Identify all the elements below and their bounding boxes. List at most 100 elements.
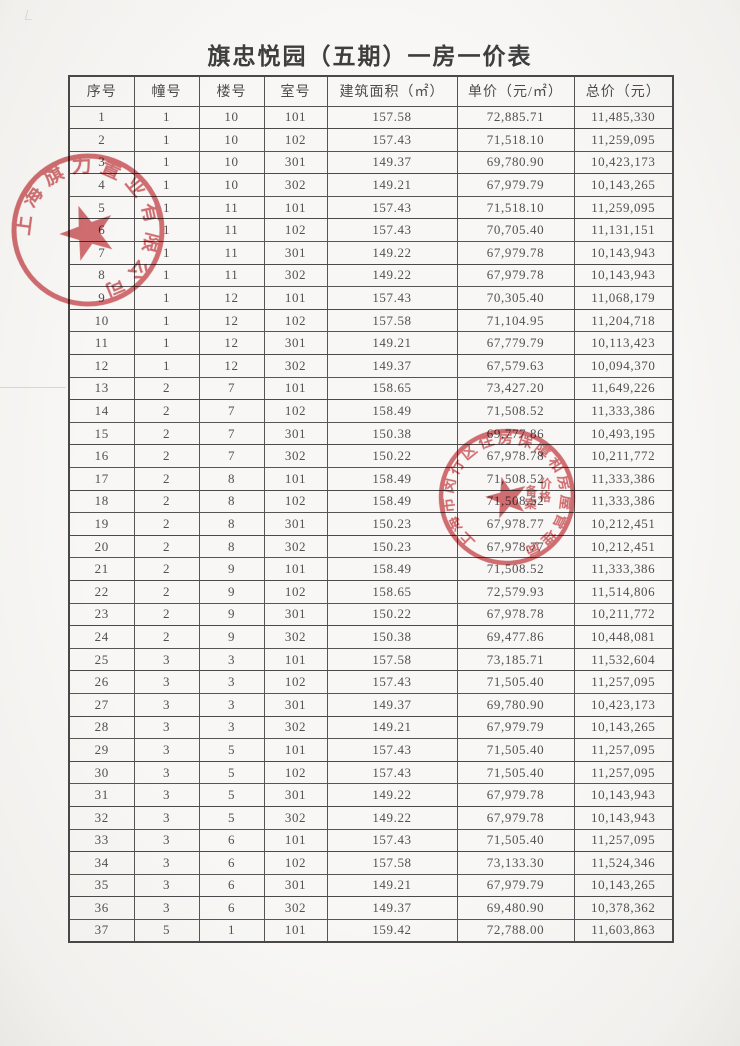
cell: 8 — [68, 263, 135, 288]
cell: 11,603,863 — [573, 918, 674, 943]
table-row: 21 2 9 101 158.49 71,508.52 11,333,386 — [68, 557, 674, 581]
table-row: 16 2 7 302 150.22 67,978.78 10,211,772 — [68, 444, 674, 468]
header-row: 序号 幢号 楼号 室号 建筑面积（㎡） 单价（元/㎡） 总价（元） — [68, 75, 674, 107]
cell: 158.49 — [326, 399, 458, 423]
cell: 10,143,265 — [573, 715, 674, 740]
cell: 10,448,081 — [573, 625, 674, 649]
cell: 101 — [263, 918, 328, 943]
cell: 3 — [133, 896, 200, 920]
table-row: 25 3 3 101 157.58 73,185.71 11,532,604 — [68, 647, 674, 672]
cell: 3 — [133, 738, 200, 762]
cell: 11,333,386 — [573, 557, 674, 581]
cell: 3 — [133, 692, 200, 717]
cell: 11,524,346 — [573, 851, 674, 875]
cell: 19 — [68, 512, 135, 536]
column-header: 总价（元） — [573, 75, 674, 107]
cell: 1 — [133, 308, 200, 333]
table-body: 1 1 10 101 157.58 72,885.71 11,485,330 2 1 10 102 1… — [68, 105, 674, 943]
cell: 10,211,772 — [573, 602, 674, 627]
cell: 37 — [68, 918, 135, 943]
price-table: 序号 幢号 楼号 室号 建筑面积（㎡） 单价（元/㎡） 总价（元） 1 1 10 101 157.5… — [68, 75, 674, 943]
cell: 28 — [68, 715, 135, 740]
cell: 149.22 — [326, 263, 458, 288]
table-row: 3 1 10 301 149.37 69,780.90 10,423,173 — [68, 150, 674, 175]
cell: 150.22 — [326, 602, 458, 627]
cell: 67,978.78 — [456, 602, 575, 627]
cell: 71,505.40 — [456, 670, 575, 694]
cell: 2 — [133, 557, 200, 581]
cell: 3 — [68, 150, 135, 175]
cell: 2 — [133, 467, 200, 491]
table-row: 28 3 3 302 149.21 67,979.79 10,143,265 — [68, 715, 674, 740]
cell: 9 — [198, 602, 265, 627]
cell: 149.37 — [326, 896, 458, 920]
cell: 149.21 — [326, 715, 458, 740]
cell: 67,979.78 — [456, 263, 575, 288]
cell: 101 — [263, 738, 328, 762]
table-row: 37 5 1 101 159.42 72,788.00 11,603,863 — [68, 918, 674, 943]
cell: 12 — [198, 286, 265, 310]
cell: 22 — [68, 579, 135, 604]
cell: 2 — [68, 128, 135, 152]
cell: 67,979.79 — [456, 873, 575, 898]
page-title: 旗忠悦园（五期）一房一价表 — [207, 44, 533, 69]
cell: 11,649,226 — [573, 376, 674, 401]
cell: 158.65 — [326, 579, 458, 604]
table-row: 11 1 12 301 149.21 67,779.79 10,113,423 — [68, 331, 674, 356]
cell: 67,779.79 — [456, 331, 575, 356]
cell: 102 — [263, 308, 328, 333]
cell: 1 — [133, 218, 200, 243]
cell: 101 — [263, 105, 328, 130]
cell: 11,131,151 — [573, 218, 674, 243]
cell: 150.23 — [326, 512, 458, 536]
cell: 26 — [68, 670, 135, 694]
cell: 35 — [68, 873, 135, 898]
cell: 29 — [68, 738, 135, 762]
cell: 2 — [133, 376, 200, 401]
cell: 3 — [198, 647, 265, 672]
cell: 5 — [68, 195, 135, 220]
cell: 1 — [133, 195, 200, 220]
scan-artifact-line — [0, 387, 66, 388]
cell: 157.58 — [326, 851, 458, 875]
cell: 67,978.77 — [456, 512, 575, 536]
cell: 36 — [68, 896, 135, 920]
table-row: 20 2 8 302 150.23 67,978.77 10,212,451 — [68, 534, 674, 559]
cell: 17 — [68, 467, 135, 491]
cell: 10 — [198, 150, 265, 175]
cell: 149.21 — [326, 873, 458, 898]
cell: 2 — [133, 625, 200, 649]
cell: 1 — [133, 128, 200, 152]
cell: 1 — [133, 286, 200, 310]
table-row: 15 2 7 301 150.38 69,777.86 10,493,195 — [68, 421, 674, 446]
cell: 69,780.90 — [456, 692, 575, 717]
table-row: 34 3 6 102 157.58 73,133.30 11,524,346 — [68, 851, 674, 875]
cell: 3 — [198, 715, 265, 740]
cell: 14 — [68, 399, 135, 423]
cell: 23 — [68, 602, 135, 627]
cell: 302 — [263, 173, 328, 197]
cell: 2 — [133, 444, 200, 468]
cell: 11,333,386 — [573, 399, 674, 423]
cell: 301 — [263, 150, 328, 175]
cell: 8 — [198, 489, 265, 514]
cell: 11,333,386 — [573, 489, 674, 514]
cell: 12 — [198, 331, 265, 356]
cell: 67,979.79 — [456, 173, 575, 197]
cell: 102 — [263, 760, 328, 785]
cell: 157.58 — [326, 647, 458, 672]
cell: 1 — [133, 241, 200, 265]
cell: 69,777.86 — [456, 421, 575, 446]
cell: 159.42 — [326, 918, 458, 943]
column-header: 建筑面积（㎡） — [326, 75, 458, 107]
table-row: 36 3 6 302 149.37 69,480.90 10,378,362 — [68, 896, 674, 920]
table-row: 29 3 5 101 157.43 71,505.40 11,257,095 — [68, 738, 674, 762]
cell: 1 — [133, 354, 200, 378]
table-row: 24 2 9 302 150.38 69,477.86 10,448,081 — [68, 625, 674, 649]
cell: 301 — [263, 512, 328, 536]
cell: 149.21 — [326, 331, 458, 356]
cell: 2 — [133, 512, 200, 536]
cell: 11,532,604 — [573, 647, 674, 672]
cell: 6 — [198, 851, 265, 875]
table-row: 27 3 3 301 149.37 69,780.90 10,423,173 — [68, 692, 674, 717]
